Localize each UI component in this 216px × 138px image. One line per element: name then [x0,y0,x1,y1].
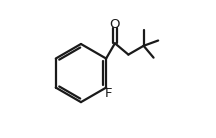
Text: F: F [105,87,112,100]
Text: O: O [110,18,120,31]
